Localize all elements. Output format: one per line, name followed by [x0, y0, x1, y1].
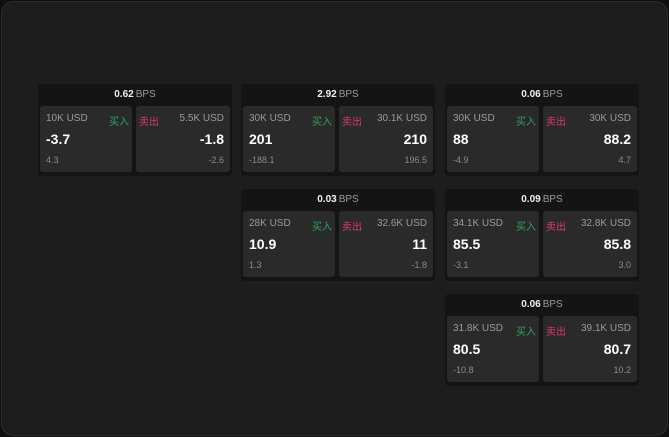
sell-cell[interactable]: 卖出 39.1K USD 80.7 10.2: [543, 316, 637, 382]
buy-cell[interactable]: 31.8K USD 买入 80.5 -10.8: [447, 316, 539, 382]
sell-cell[interactable]: 卖出 32.8K USD 85.8 3.0: [543, 211, 637, 277]
buy-label: 买入: [516, 117, 536, 128]
buy-label: 买入: [109, 117, 129, 128]
buy-cell[interactable]: 30K USD 买入 201 -188.1: [243, 106, 335, 172]
sell-change: -2.6: [208, 155, 224, 165]
sell-change: 4.7: [618, 155, 631, 165]
quote-card: 0.06 BPS 31.8K USD 买入 80.5 -10.8 卖出 39.1K…: [445, 294, 639, 386]
sell-price: 80.7: [603, 341, 631, 357]
sell-label: 卖出: [342, 117, 362, 128]
sell-change: 3.0: [618, 260, 631, 270]
buy-price: 88: [453, 131, 469, 147]
buy-size: 28K USD: [249, 218, 291, 229]
sell-label: 卖出: [546, 327, 566, 338]
sell-price: -1.8: [199, 131, 224, 147]
spread-value: 0.62: [114, 89, 134, 100]
spread-unit: BPS: [135, 89, 156, 100]
buy-price: 201: [249, 131, 273, 147]
sell-size: 30K USD: [589, 113, 631, 124]
buy-size: 31.8K USD: [453, 323, 504, 334]
spread-unit: BPS: [542, 89, 563, 100]
sell-price: 88.2: [603, 131, 631, 147]
spread-value: 0.06: [521, 299, 541, 310]
buy-price: -3.7: [46, 131, 71, 147]
sell-size: 30.1K USD: [376, 113, 427, 124]
buy-cell[interactable]: 34.1K USD 买入 85.5 -3.1: [447, 211, 539, 277]
sell-change: 196.5: [404, 155, 427, 165]
spread-unit: BPS: [338, 89, 359, 100]
buy-cell[interactable]: 28K USD 买入 10.9 1.3: [243, 211, 335, 277]
buy-label: 买入: [516, 327, 536, 338]
sell-change: -1.8: [411, 260, 427, 270]
spread-header: 0.62 BPS: [38, 84, 232, 105]
sell-label: 卖出: [342, 222, 362, 233]
buy-size: 30K USD: [249, 113, 291, 124]
quote-card: 0.03 BPS 28K USD 买入 10.9 1.3 卖出 32.6K USD…: [241, 189, 435, 281]
spread-value: 0.03: [317, 194, 337, 205]
sell-price: 11: [412, 236, 427, 252]
spread-unit: BPS: [542, 299, 563, 310]
buy-price: 80.5: [453, 341, 481, 357]
buy-change: -188.1: [249, 155, 275, 165]
sell-size: 5.5K USD: [179, 113, 224, 124]
sell-cell[interactable]: 卖出 32.6K USD 11 -1.8: [339, 211, 433, 277]
sell-label: 卖出: [139, 117, 159, 128]
buy-size: 10K USD: [46, 113, 88, 124]
sell-price: 85.8: [603, 236, 631, 252]
sell-change: 10.2: [613, 365, 631, 375]
buy-price: 85.5: [453, 236, 481, 252]
sell-cell[interactable]: 卖出 5.5K USD -1.8 -2.6: [136, 106, 230, 172]
quote-card: 2.92 BPS 30K USD 买入 201 -188.1 卖出 30.1K U…: [241, 84, 435, 176]
spread-unit: BPS: [338, 194, 359, 205]
sell-size: 32.8K USD: [580, 218, 631, 229]
quote-card: 0.62 BPS 10K USD 买入 -3.7 4.3 卖出 5.5K USD …: [38, 84, 232, 176]
buy-change: -4.9: [453, 155, 469, 165]
sell-label: 卖出: [546, 117, 566, 128]
buy-label: 买入: [312, 222, 332, 233]
buy-change: 1.3: [249, 260, 262, 270]
sell-size: 39.1K USD: [580, 323, 631, 334]
quote-card: 0.09 BPS 34.1K USD 买入 85.5 -3.1 卖出 32.8K …: [445, 189, 639, 281]
spread-header: 2.92 BPS: [241, 84, 435, 105]
spread-value: 2.92: [317, 89, 337, 100]
buy-change: 4.3: [46, 155, 59, 165]
spread-header: 0.03 BPS: [241, 189, 435, 210]
spread-value: 0.09: [521, 194, 541, 205]
buy-change: -3.1: [453, 260, 469, 270]
spread-value: 0.06: [521, 89, 541, 100]
spread-header: 0.09 BPS: [445, 189, 639, 210]
sell-price: 210: [403, 131, 427, 147]
buy-change: -10.8: [453, 365, 474, 375]
buy-cell[interactable]: 10K USD 买入 -3.7 4.3: [40, 106, 132, 172]
sell-cell[interactable]: 卖出 30.1K USD 210 196.5: [339, 106, 433, 172]
buy-price: 10.9: [249, 236, 277, 252]
buy-label: 买入: [312, 117, 332, 128]
sell-label: 卖出: [546, 222, 566, 233]
buy-size: 34.1K USD: [453, 218, 504, 229]
sell-size: 32.6K USD: [376, 218, 427, 229]
spread-unit: BPS: [542, 194, 563, 205]
spread-header: 0.06 BPS: [445, 84, 639, 105]
buy-cell[interactable]: 30K USD 买入 88 -4.9: [447, 106, 539, 172]
spread-header: 0.06 BPS: [445, 294, 639, 315]
buy-label: 买入: [516, 222, 536, 233]
buy-size: 30K USD: [453, 113, 495, 124]
quote-card: 0.06 BPS 30K USD 买入 88 -4.9 卖出 30K USD 88…: [445, 84, 639, 176]
sell-cell[interactable]: 卖出 30K USD 88.2 4.7: [543, 106, 637, 172]
